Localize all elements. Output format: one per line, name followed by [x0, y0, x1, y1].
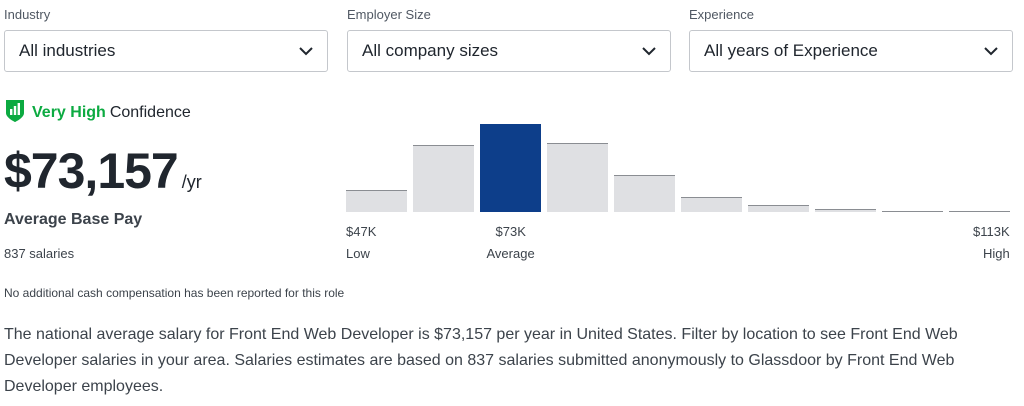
- histogram-tick-value: $47K: [346, 224, 377, 239]
- industry-select-value: All industries: [19, 41, 116, 60]
- employer-size-label: Employer Size: [347, 7, 431, 22]
- experience-select[interactable]: All years of Experience: [689, 30, 1013, 72]
- chevron-down-icon: [299, 44, 313, 58]
- histogram-bar: [614, 175, 675, 212]
- employer-size-select-value: All company sizes: [362, 41, 499, 60]
- confidence-suffix: Confidence: [109, 104, 191, 121]
- histogram-bar-average: [480, 124, 541, 212]
- experience-label: Experience: [689, 7, 755, 22]
- no-cash-note: No additional cash compensation has been…: [4, 286, 345, 300]
- histogram-tick-value: $73K: [495, 224, 526, 239]
- chevron-down-icon: [984, 44, 998, 58]
- salaries-count: 837 salaries: [4, 246, 75, 261]
- histogram-tick-caption: High: [983, 246, 1010, 261]
- chevron-down-icon: [642, 44, 656, 58]
- confidence-indicator: Very High Confidence: [4, 99, 191, 128]
- average-pay: $73,157 /yr: [4, 142, 202, 200]
- histogram-tick-value: $113K: [973, 224, 1010, 239]
- pay-amount: $73,157: [4, 143, 179, 199]
- experience-select-value: All years of Experience: [704, 41, 878, 60]
- histogram-bar: [748, 205, 809, 212]
- average-base-pay-label: Average Base Pay: [4, 211, 143, 228]
- histogram-bar: [413, 145, 474, 212]
- confidence-level: Very High: [32, 104, 106, 121]
- histogram-bar: [547, 143, 608, 212]
- histogram-tick-caption: Low: [346, 246, 370, 261]
- employer-size-select[interactable]: All company sizes: [347, 30, 671, 72]
- histogram-bar: [815, 209, 876, 212]
- histogram-bar: [681, 197, 742, 212]
- salary-histogram: [346, 124, 1010, 212]
- industry-label: Industry: [4, 7, 51, 22]
- salary-description: The national average salary for Front En…: [4, 326, 958, 395]
- histogram-bar: [346, 190, 407, 212]
- industry-select[interactable]: All industries: [4, 30, 328, 72]
- histogram-tick-caption: Average: [486, 246, 535, 261]
- pay-period: /yr: [181, 172, 202, 192]
- shield-bars-icon: [4, 99, 26, 128]
